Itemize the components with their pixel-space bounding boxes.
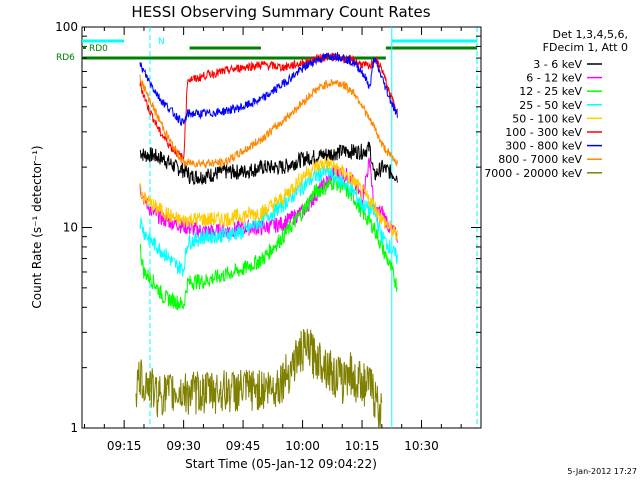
x-tick-label: 09:15 — [107, 439, 142, 453]
x-tick-label: 10:30 — [404, 439, 439, 453]
series-line — [139, 164, 398, 277]
rd0-marker — [83, 46, 86, 49]
x-tick-label: 09:30 — [166, 439, 201, 453]
legend-label: 6 - 12 keV — [526, 72, 582, 85]
footer-date: 5-Jan-2012 17:27 — [567, 467, 637, 476]
flag-label-rd0: RD0 — [89, 44, 108, 54]
series-line — [139, 52, 398, 126]
chart-title: HESSI Observing Summary Count Rates — [131, 3, 430, 21]
legend-label: 3 - 6 keV — [533, 58, 582, 71]
legend-label: 12 - 25 keV — [519, 85, 582, 98]
y-tick-label: 10 — [63, 221, 78, 235]
legend-label: 50 - 100 keV — [512, 112, 582, 125]
series-line — [139, 176, 398, 311]
legend-label: 300 - 800 keV — [505, 140, 582, 153]
x-axis-label: Start Time (05-Jan-12 09:04:22) — [185, 457, 377, 471]
flag-label-rd6: RD6 — [56, 53, 75, 63]
series-line — [139, 141, 398, 186]
y-axis-label: Count Rate (s⁻¹ detector⁻¹) — [30, 145, 44, 308]
legend-header-line-1: Det 1,3,4,5,6, — [552, 28, 628, 41]
x-tick-label: 10:00 — [285, 439, 320, 453]
series-layer — [135, 52, 398, 429]
x-tick-label: 09:45 — [226, 439, 261, 453]
legend-label: 800 - 7000 keV — [498, 153, 582, 166]
series-line — [139, 74, 398, 169]
y-tick-label: 1 — [70, 421, 78, 435]
flag-label-n: N — [158, 37, 165, 47]
legend-label: 25 - 50 keV — [519, 99, 582, 112]
x-axis: 09:15 09:30 09:45 10:00 10:15 10:30 — [83, 27, 462, 453]
series-line — [135, 328, 383, 429]
y-axis: 1 10 100 — [55, 20, 481, 435]
legend-header-line-2: FDecim 1, Att 0 — [543, 41, 628, 54]
x-tick-label: 10:15 — [345, 439, 380, 453]
y-tick-label: 100 — [55, 20, 78, 34]
series-line — [139, 155, 398, 241]
legend-label: 7000 - 20000 keV — [484, 167, 582, 180]
legend-label: 100 - 300 keV — [505, 126, 582, 139]
